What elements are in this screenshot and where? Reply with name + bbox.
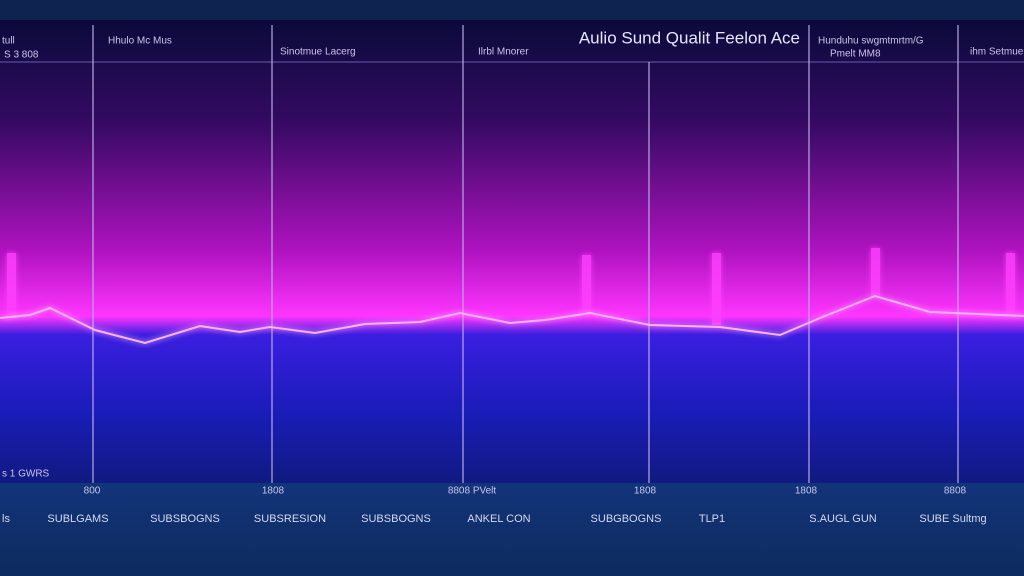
axis-label: 8808 PVelt (448, 486, 497, 497)
top-label: Ilrbl Mnorer (478, 47, 529, 58)
bars (7, 248, 1015, 325)
footer-label: SUBSRESION (254, 513, 326, 525)
footer-label: SUBSBOGNS (361, 513, 431, 525)
labels: tull S 3 808 Hhulo Mc Mus Sinotmue Lacerg Il… (2, 36, 1024, 525)
top-label: S 3 808 (4, 50, 39, 61)
footer (0, 483, 1024, 576)
top-label: Hunduhu swgmtmrtm/G (818, 36, 924, 47)
top-label: Sinotmue Lacerg (280, 47, 356, 58)
footer-label: TLP1 (699, 513, 725, 525)
axis-label: 1808 (634, 486, 657, 497)
side-label: s 1 GWRS (2, 469, 50, 480)
axis-label: 8808 (944, 486, 967, 497)
wave (0, 294, 1024, 345)
footer-label: SUBLGAMS (47, 513, 108, 525)
top-label: Pmelt MM8 (830, 49, 881, 60)
footer-label: SUBSBOGNS (150, 513, 220, 525)
axis-label: 800 (84, 486, 101, 497)
axis-label: 1808 (795, 486, 818, 497)
footer-label: SUBE Sultmg (919, 513, 986, 525)
top-label: ihm Setmuel (970, 47, 1024, 58)
footer-label: ls (2, 513, 10, 525)
footer-label: ANKEL CON (467, 513, 530, 525)
footer-label: S.AUGL GUN (809, 513, 876, 525)
grid (92, 25, 959, 483)
footer-label: SUBGBOGNS (591, 513, 662, 525)
axis-label: 1808 (262, 486, 285, 497)
top-label: tull (2, 36, 15, 47)
top-label: Hhulo Mc Mus (108, 36, 172, 47)
panel (0, 20, 1024, 483)
title: Aulio Sund Qualit Feelon Ace (579, 28, 800, 47)
